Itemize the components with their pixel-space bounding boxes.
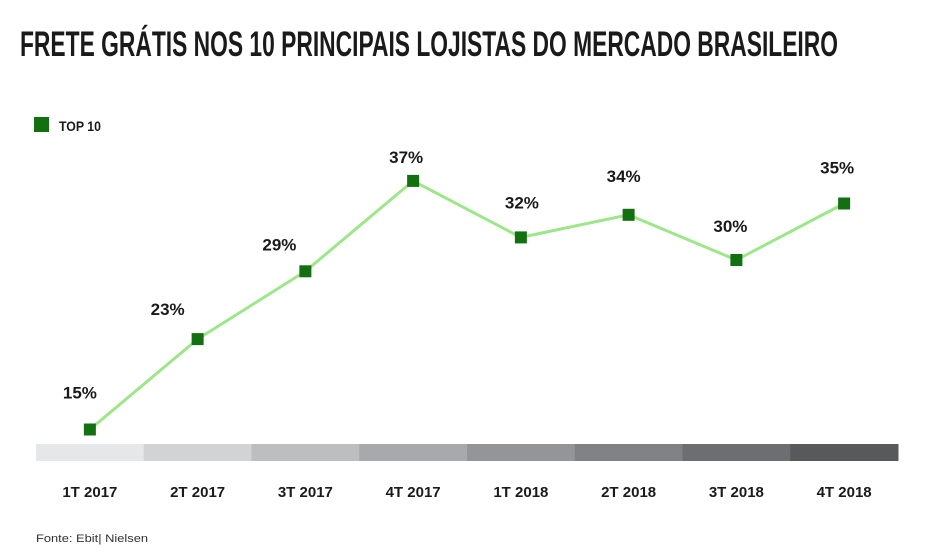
data-label: 37% xyxy=(389,148,423,167)
category-band xyxy=(790,444,899,461)
category-band xyxy=(359,444,468,461)
legend-marker xyxy=(34,117,49,132)
x-tick-label: 2T 2017 xyxy=(170,484,225,501)
category-band xyxy=(36,444,145,461)
data-point xyxy=(514,231,527,244)
legend-label: TOP 10 xyxy=(59,118,101,134)
x-tick-label: 3T 2017 xyxy=(278,484,333,501)
data-point xyxy=(299,265,312,278)
x-tick-label: 4T 2017 xyxy=(386,484,441,501)
x-tick-label: 1T 2017 xyxy=(62,484,117,501)
data-point xyxy=(730,254,743,266)
data-point xyxy=(838,197,851,210)
data-label: 32% xyxy=(505,193,539,212)
x-tick-label: 4T 2018 xyxy=(817,484,872,501)
chart-title: FRETE GRÁTIS NOS 10 PRINCIPAIS LOJISTAS … xyxy=(20,24,838,64)
category-band xyxy=(251,444,360,461)
category-band xyxy=(574,444,683,461)
data-point xyxy=(191,333,204,346)
data-label: 23% xyxy=(151,300,185,319)
data-label: 34% xyxy=(607,167,641,186)
category-band xyxy=(682,444,791,461)
x-tick-label: 2T 2018 xyxy=(601,484,656,501)
data-label: 29% xyxy=(262,235,296,254)
data-point xyxy=(83,423,96,436)
category-band xyxy=(143,444,252,461)
series-line xyxy=(88,179,845,431)
data-label: 35% xyxy=(820,159,854,178)
data-label: 30% xyxy=(713,217,747,236)
data-point xyxy=(407,174,420,187)
data-point xyxy=(622,208,635,221)
data-label: 15% xyxy=(63,384,97,403)
source-note: Fonte: Ebit| Nielsen xyxy=(36,533,148,545)
category-band xyxy=(467,444,576,461)
x-tick-label: 3T 2018 xyxy=(709,484,764,501)
x-tick-label: 1T 2018 xyxy=(493,484,548,501)
